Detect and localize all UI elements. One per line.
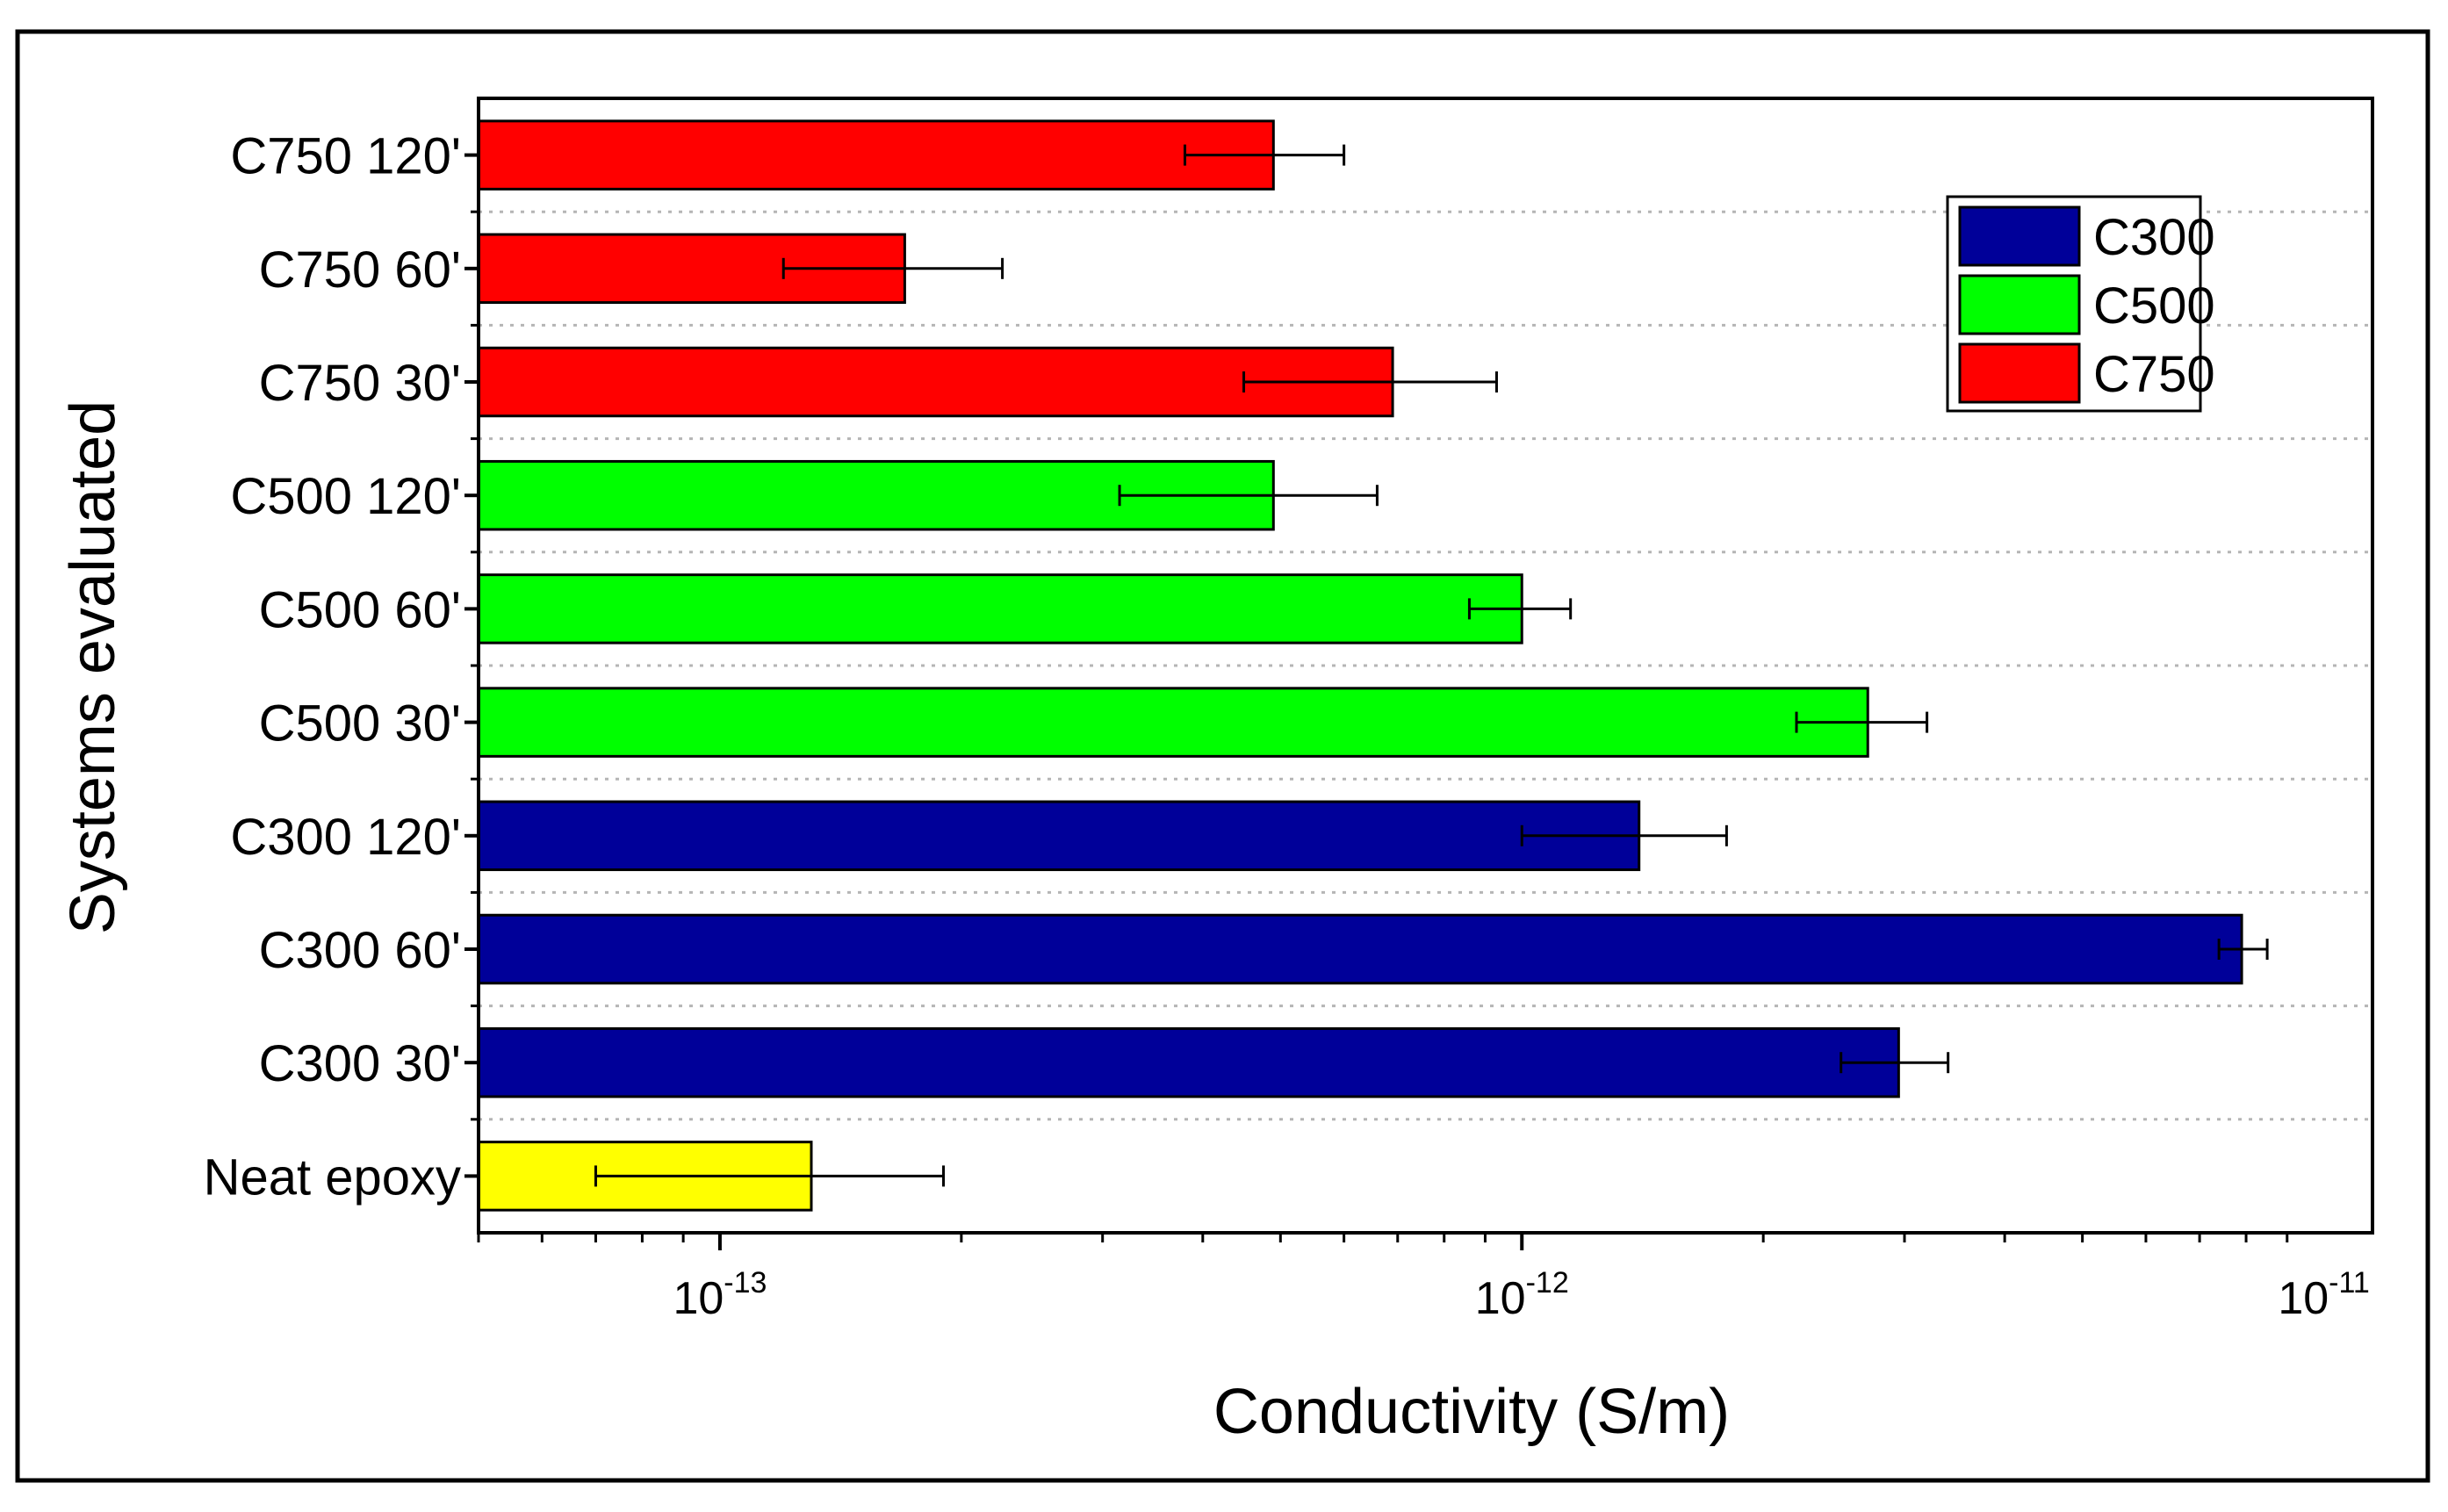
- tick-exponent: -13: [724, 1266, 767, 1300]
- category-label: C750 30': [259, 355, 461, 412]
- x-tick-label: 10-11: [2278, 1266, 2369, 1324]
- legend-label: C300: [2093, 209, 2215, 266]
- x-tick-label: 10-13: [673, 1266, 767, 1324]
- bars: [477, 119, 2269, 1212]
- category-label: Neat epoxy: [204, 1148, 461, 1206]
- legend-label: C750: [2093, 346, 2215, 403]
- tick-base: 10: [2278, 1273, 2329, 1324]
- legend-swatch: [1958, 205, 2081, 267]
- axes: C750 120' C750 60' C750 30' C500 120' C500 6…: [204, 97, 2374, 1324]
- bar: [477, 573, 1523, 644]
- legend-swatch: [1958, 342, 2081, 404]
- bar: [477, 913, 2243, 985]
- tick-base: 10: [673, 1273, 724, 1324]
- tick-exponent: -11: [2329, 1266, 2370, 1300]
- category-label: C300 60': [259, 922, 461, 979]
- bar: [477, 1026, 1900, 1098]
- category-label: C500 60': [259, 581, 461, 638]
- legend: C300 C500 C750: [1946, 195, 2215, 413]
- x-tick-label: 10-12: [1475, 1266, 1569, 1324]
- legend-label: C500: [2093, 277, 2215, 335]
- bar: [477, 346, 1394, 418]
- tick-exponent: -12: [1526, 1266, 1569, 1300]
- bar: [477, 687, 1869, 758]
- tick-base: 10: [1475, 1273, 1526, 1324]
- x-axis-title: Conductivity (S/m): [1213, 1377, 1730, 1447]
- category-label: C750 120': [230, 128, 461, 185]
- category-label: C500 120': [230, 468, 461, 525]
- y-axis-title: Systems evaluated: [58, 400, 128, 934]
- category-label: C750 60': [259, 241, 461, 299]
- bar: [477, 119, 1275, 191]
- category-label: C500 30': [259, 695, 461, 752]
- legend-swatch: [1958, 274, 2081, 335]
- category-label: C300 30': [259, 1035, 461, 1092]
- category-label: C300 120': [230, 809, 461, 866]
- bar: [477, 800, 1641, 872]
